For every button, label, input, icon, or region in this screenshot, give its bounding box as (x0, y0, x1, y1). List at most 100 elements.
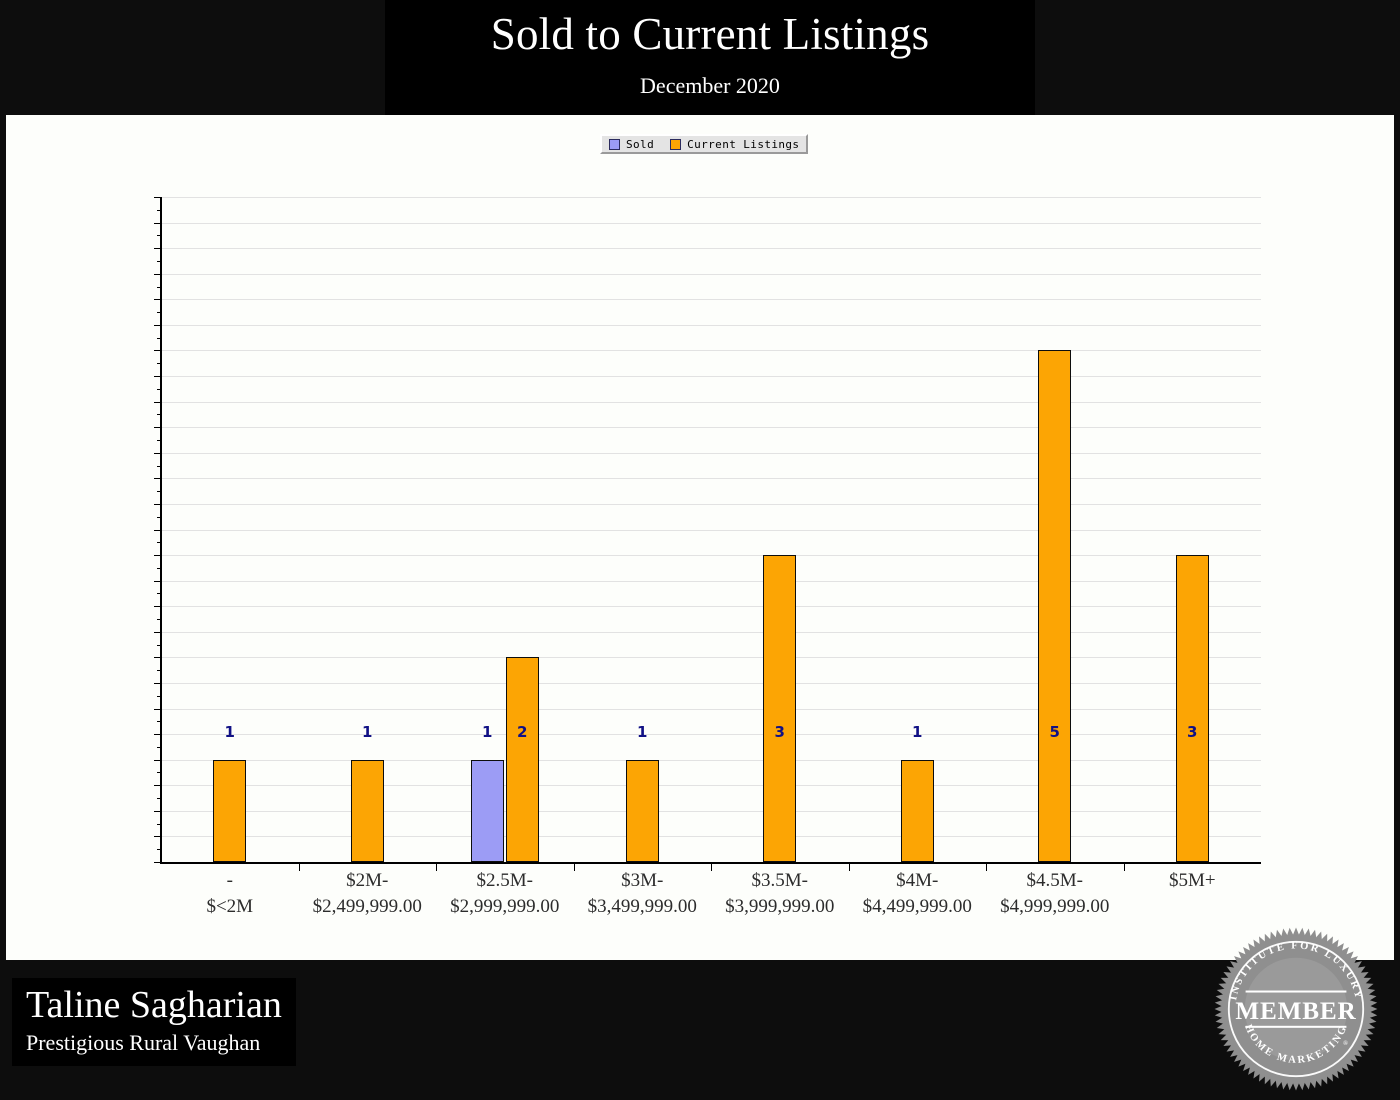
x-axis-tick (1123, 864, 1125, 871)
bar-group: 1 1 1 2 1 3 1 5 3 (161, 197, 1261, 871)
legend-label-sold: Sold (626, 137, 655, 151)
y-axis-tick-minor (157, 388, 161, 390)
y-axis-tick (154, 503, 161, 505)
y-axis-tick-minor (157, 849, 161, 851)
y-axis-tick-minor (157, 491, 161, 493)
gridline (161, 657, 1261, 659)
y-axis-tick (154, 350, 161, 352)
y-axis-tick-minor (157, 567, 161, 569)
x-axis-label-line2: $4,499,999.00 (862, 896, 972, 917)
y-axis-tick-minor (157, 670, 161, 672)
gridline (161, 529, 1261, 531)
gridline (161, 324, 1261, 326)
y-axis-tick (154, 631, 161, 633)
x-axis-label: $5M+ (1082, 868, 1302, 894)
y-axis-tick-minor (157, 363, 161, 365)
x-axis-labels: - $<2M $2M- $2,499,999.00 $2.5M- $2,999,999.0… (161, 868, 1261, 938)
bar-current-listings[interactable]: 1 (900, 725, 934, 862)
x-axis-label-line1: $2M- (346, 870, 389, 891)
bar-sold[interactable]: 1 (470, 725, 504, 862)
gridline (161, 222, 1261, 224)
chart-legend: Sold Current Listings (600, 134, 809, 154)
x-axis-tick (848, 864, 850, 871)
y-axis-tick (154, 657, 161, 659)
x-axis-line (160, 862, 1261, 864)
page-title: Sold to Current Listings (490, 9, 930, 59)
bar-value-label: 1 (224, 723, 235, 742)
x-axis-tick (436, 864, 437, 871)
x-axis-label-line1: $3M- (621, 870, 664, 891)
y-axis-tick-minor (157, 337, 161, 339)
bar-current-listings[interactable]: 3 (1175, 555, 1209, 862)
y-axis-tick (154, 580, 161, 582)
y-axis-tick-minor (157, 721, 161, 723)
agent-name: Taline Sagharian (26, 984, 282, 1026)
x-axis-label-line2: $3,499,999.00 (587, 896, 697, 917)
gridline (161, 350, 1261, 352)
bar-value-label: 3 (1187, 723, 1198, 741)
y-axis-tick-minor (157, 619, 161, 621)
bar-current-listings[interactable]: 5 (1038, 350, 1072, 862)
x-axis-tick (986, 864, 987, 871)
gridline (161, 376, 1261, 378)
y-axis-tick-minor (157, 260, 161, 262)
y-axis-tick (154, 478, 161, 480)
gridline (161, 682, 1261, 684)
x-axis-label: $4M- $4,499,999.00 (807, 868, 1027, 920)
x-axis-label-line2: $<2M (206, 896, 254, 917)
gridline (161, 427, 1261, 429)
gridline (161, 810, 1261, 812)
bar-value-label: 1 (362, 723, 373, 742)
bar-current-listings[interactable]: 1 (625, 725, 659, 862)
y-axis-tick (154, 376, 161, 378)
legend-item-current-listings[interactable]: Current Listings (670, 138, 799, 151)
y-axis-tick (154, 529, 161, 531)
gridline (161, 555, 1261, 557)
y-axis-tick (154, 427, 161, 429)
y-axis-tick-minor (157, 286, 161, 288)
bar-value-label: 3 (774, 723, 785, 741)
y-axis-tick-minor (157, 593, 161, 595)
x-axis-label-line1: $4.5M- (1026, 870, 1083, 891)
x-axis-tick (573, 864, 575, 871)
y-axis-tick-minor (157, 465, 161, 467)
y-axis-line (160, 197, 162, 862)
legend-item-sold[interactable]: Sold (609, 138, 654, 151)
y-axis-tick-minor (157, 772, 161, 774)
y-axis-tick-minor (157, 644, 161, 646)
y-axis-tick (154, 734, 161, 736)
x-axis-label-line2: $4,999,999.00 (1000, 896, 1110, 917)
gridline (161, 606, 1261, 608)
legend-swatch-current-listings (670, 138, 682, 150)
bar-current-listings[interactable]: 1 (213, 725, 247, 862)
legend-swatch-sold (609, 138, 620, 150)
x-axis-label: $4.5M- $4,999,999.00 (945, 868, 1165, 920)
y-axis-tick (154, 836, 161, 838)
member-seal-icon: INSTITUTE FOR LUXURY HOME MARKETING MEMB… (1214, 927, 1378, 1091)
bar-value-label: 1 (637, 723, 648, 742)
gridline (161, 197, 1261, 198)
y-axis-tick-minor (157, 695, 161, 697)
seal-center-text: MEMBER (1235, 998, 1356, 1025)
y-axis-tick (154, 555, 161, 557)
y-axis-tick-minor (157, 312, 161, 314)
seal-registered-mark: ® (1343, 1040, 1348, 1047)
x-axis-label: $2.5M- $2,999,999.00 (395, 868, 615, 920)
bar-current-listings[interactable]: 2 (505, 657, 539, 862)
bar-current-listings[interactable]: 3 (763, 555, 797, 862)
x-axis-label-line1: $2.5M- (476, 870, 533, 891)
bar-value-label: 1 (912, 723, 923, 742)
x-axis-label: $3.5M- $3,999,999.00 (670, 868, 890, 920)
x-axis-label-line1: $5M+ (1168, 870, 1216, 891)
y-axis-tick (154, 299, 161, 301)
x-axis-label: $3M- $3,499,999.00 (532, 868, 752, 920)
x-axis-label-line1: $3.5M- (751, 870, 808, 891)
gridline (161, 759, 1261, 761)
bar-current-listings[interactable]: 1 (350, 725, 384, 862)
y-axis-tick-minor (157, 414, 161, 416)
gridline (161, 452, 1261, 454)
x-axis-tick (298, 864, 300, 871)
y-axis-tick (154, 606, 161, 608)
gridline (161, 401, 1261, 403)
